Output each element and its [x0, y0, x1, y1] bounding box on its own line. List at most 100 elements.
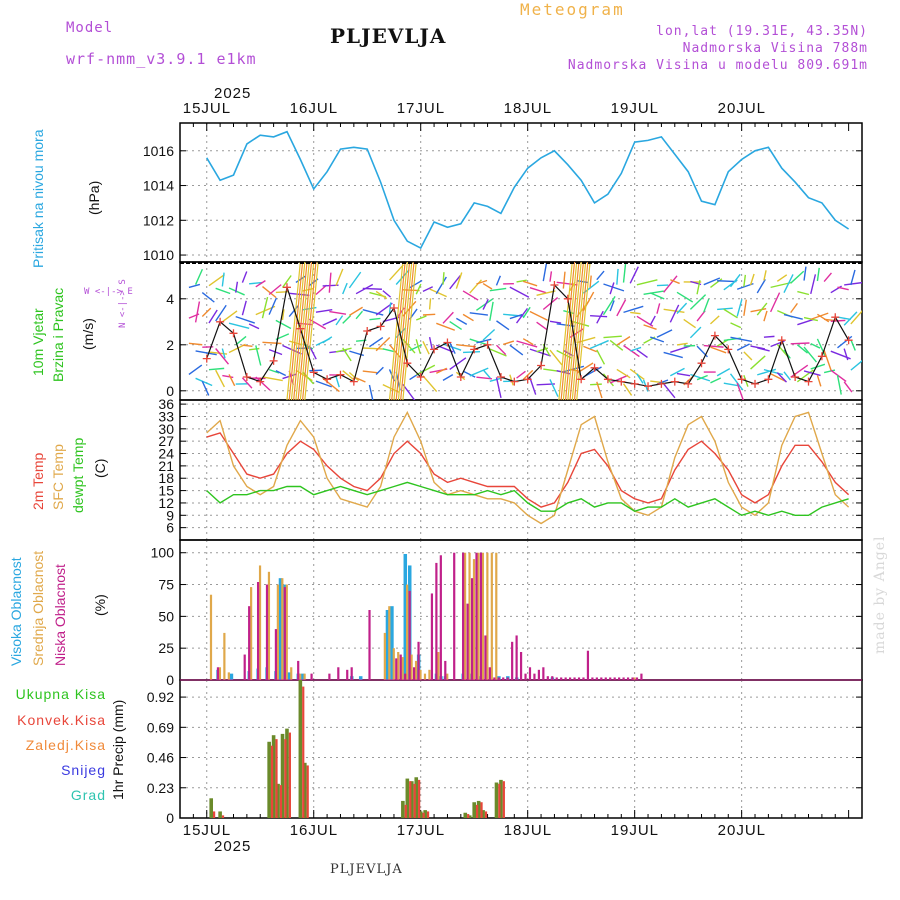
wind-arrow — [248, 347, 260, 351]
wind-arrow — [502, 340, 515, 346]
cloud-low-bar — [243, 654, 246, 680]
wind-arrow — [717, 280, 737, 283]
wind-arrow — [342, 282, 348, 295]
wind-arrow — [523, 280, 538, 287]
y-tick-label: 21 — [158, 458, 174, 474]
wind-arrow — [482, 298, 489, 310]
cloud-mid-bar — [267, 571, 271, 680]
wind-arrow — [536, 321, 548, 331]
wind-gust-marker — [710, 331, 719, 340]
wind-arrow — [395, 269, 410, 285]
wind-arrow — [602, 295, 616, 316]
wind-gust-marker — [470, 345, 479, 354]
cloud-low-bar — [408, 590, 411, 680]
wind-arrow — [609, 339, 624, 351]
wind-arrow — [522, 306, 531, 319]
wind-arrow — [816, 267, 820, 282]
precip-conv-bar — [498, 783, 501, 818]
pressure-panel — [179, 122, 863, 263]
cloud-low-bar — [479, 552, 483, 680]
precip-total-bar — [405, 778, 410, 818]
wind-gust-marker — [777, 336, 786, 345]
wind-streak — [569, 262, 585, 400]
wind-streak — [571, 262, 587, 400]
cloud-low-bar — [444, 660, 447, 680]
cloud-low-bar — [488, 667, 491, 680]
wind-arrow — [703, 344, 724, 348]
wind-arrow — [522, 369, 534, 380]
y-tick-label: 0 — [166, 672, 174, 688]
elevation-label: Nadmorska Visina 788m — [682, 41, 868, 56]
wind-arrow — [816, 338, 826, 357]
cloud-low-bar — [399, 654, 402, 680]
wind-arrow — [482, 328, 496, 341]
cloud-mid-bar — [218, 667, 222, 680]
cloud-mid-bar — [472, 559, 476, 680]
precip-conv-bar — [288, 732, 291, 818]
wind-arrow — [382, 290, 392, 298]
wind-arrows — [188, 262, 862, 400]
cloud-mid-bar — [209, 594, 213, 680]
precip-total-bar — [472, 802, 476, 818]
wind-arrow — [449, 321, 463, 330]
wind-arrow — [268, 297, 278, 315]
precip-total-bar — [414, 777, 419, 818]
wind-arrow — [796, 344, 808, 354]
cloud-mid-bar — [392, 648, 395, 680]
wind-gust-marker — [349, 377, 358, 386]
precip-total-bar — [418, 811, 423, 818]
wind-arrow — [442, 373, 454, 381]
wind-arrow — [763, 368, 784, 376]
wind-arrow — [516, 340, 538, 348]
bottom-day-label: 18JUL — [503, 822, 553, 839]
wind-arrow — [636, 373, 644, 384]
wind-arrow — [509, 374, 514, 386]
wind-arrow — [837, 335, 853, 349]
wind-arrow — [590, 383, 602, 386]
wind-arrow — [228, 287, 245, 296]
wind-arrow — [342, 315, 352, 324]
precip-conv-bar — [270, 745, 274, 818]
y-tick-label: 75 — [158, 577, 174, 593]
wind-arrow — [743, 299, 748, 316]
wind-arrow — [730, 322, 742, 329]
wind-gust-marker — [817, 352, 826, 361]
wind-arrow — [623, 305, 644, 314]
y-tick-label: 0 — [166, 383, 174, 399]
y-tick-label: 18 — [158, 470, 174, 486]
wind-arrow — [188, 342, 203, 346]
wind-arrow — [463, 351, 481, 354]
wind-streak — [286, 262, 301, 400]
cloud-low-bar — [368, 610, 371, 680]
cloud-high-bar — [390, 606, 394, 680]
wind-arrow — [469, 367, 489, 377]
precip-total-bar — [276, 783, 280, 818]
cloud-mid-bar — [401, 657, 404, 680]
wind-compass-we: W <-|-> E — [84, 287, 133, 297]
wind-arrow — [509, 344, 524, 356]
wind-gust-marker — [376, 322, 385, 331]
wind-arrow — [215, 287, 231, 295]
wind-streak — [288, 262, 304, 400]
wind-arrow — [261, 296, 269, 319]
wind-streak — [297, 262, 313, 400]
precip-conv-bar — [221, 815, 225, 818]
wind-arrow — [589, 275, 592, 288]
wind-gust-marker — [510, 377, 519, 386]
wind-arrow — [476, 376, 493, 380]
wind-gust-marker — [523, 375, 532, 384]
cloud-high-bar — [287, 672, 292, 680]
precip-conv-bar — [302, 686, 305, 818]
precip-total-bar — [271, 735, 276, 818]
wind-arrow — [348, 371, 360, 382]
cloud-mid-bar — [423, 673, 427, 680]
wind-gust-marker — [617, 377, 626, 386]
wind-gust-marker — [216, 317, 225, 326]
wind-arrow — [456, 317, 468, 325]
wind-arrow — [262, 341, 282, 345]
y-tick-label: 25 — [158, 640, 174, 656]
cloud-mid-bar — [463, 552, 467, 680]
precip-conv-bar — [306, 765, 309, 818]
wind-arrow — [749, 273, 755, 286]
wind-arrow — [689, 326, 702, 339]
